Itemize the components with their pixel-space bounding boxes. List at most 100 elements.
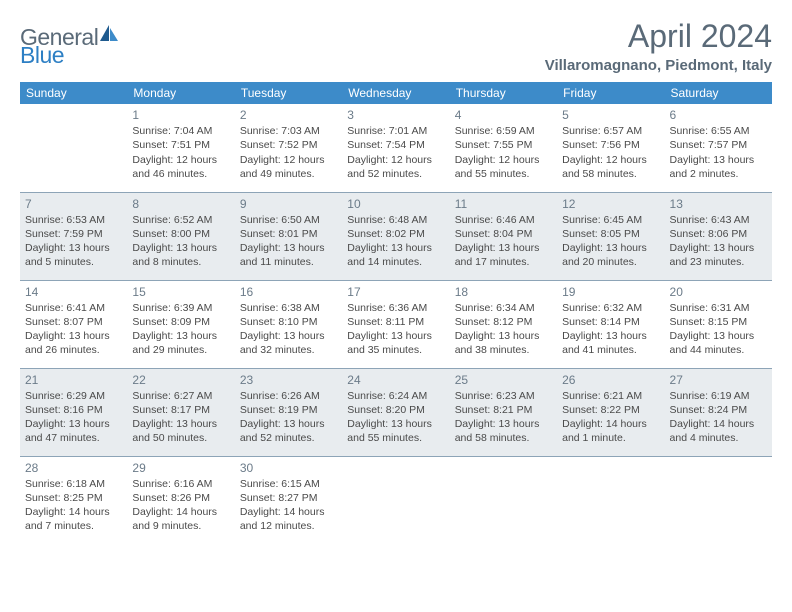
sunrise-line: Sunrise: 6:50 AM: [240, 213, 337, 227]
day-number: 17: [347, 284, 444, 300]
calendar-cell: 5Sunrise: 6:57 AMSunset: 7:56 PMDaylight…: [557, 104, 664, 192]
day-number: 8: [132, 196, 229, 212]
sunset-line: Sunset: 8:17 PM: [132, 403, 229, 417]
weekday-header: Saturday: [665, 82, 772, 104]
sunrise-line: Sunrise: 6:24 AM: [347, 389, 444, 403]
calendar-cell: 1Sunrise: 7:04 AMSunset: 7:51 PMDaylight…: [127, 104, 234, 192]
weekday-header: Friday: [557, 82, 664, 104]
sunrise-line: Sunrise: 6:57 AM: [562, 124, 659, 138]
calendar-row: 7Sunrise: 6:53 AMSunset: 7:59 PMDaylight…: [20, 192, 772, 280]
sunrise-line: Sunrise: 6:38 AM: [240, 301, 337, 315]
month-title: April 2024: [545, 18, 772, 55]
sunset-line: Sunset: 8:11 PM: [347, 315, 444, 329]
weekday-header: Wednesday: [342, 82, 449, 104]
daylight-line: Daylight: 14 hours and 12 minutes.: [240, 505, 337, 533]
daylight-line: Daylight: 13 hours and 14 minutes.: [347, 241, 444, 269]
daylight-line: Daylight: 13 hours and 50 minutes.: [132, 417, 229, 445]
day-number: 28: [25, 460, 122, 476]
calendar-cell: 2Sunrise: 7:03 AMSunset: 7:52 PMDaylight…: [235, 104, 342, 192]
sunrise-line: Sunrise: 6:52 AM: [132, 213, 229, 227]
daylight-line: Daylight: 13 hours and 35 minutes.: [347, 329, 444, 357]
calendar-cell: 3Sunrise: 7:01 AMSunset: 7:54 PMDaylight…: [342, 104, 449, 192]
calendar-row: 14Sunrise: 6:41 AMSunset: 8:07 PMDayligh…: [20, 280, 772, 368]
calendar-cell: 16Sunrise: 6:38 AMSunset: 8:10 PMDayligh…: [235, 280, 342, 368]
daylight-line: Daylight: 13 hours and 38 minutes.: [455, 329, 552, 357]
day-number: 30: [240, 460, 337, 476]
calendar-cell: 26Sunrise: 6:21 AMSunset: 8:22 PMDayligh…: [557, 368, 664, 456]
sunrise-line: Sunrise: 6:48 AM: [347, 213, 444, 227]
sunrise-line: Sunrise: 6:31 AM: [670, 301, 767, 315]
daylight-line: Daylight: 14 hours and 1 minute.: [562, 417, 659, 445]
calendar-cell: 30Sunrise: 6:15 AMSunset: 8:27 PMDayligh…: [235, 456, 342, 544]
daylight-line: Daylight: 12 hours and 55 minutes.: [455, 153, 552, 181]
calendar-cell: 25Sunrise: 6:23 AMSunset: 8:21 PMDayligh…: [450, 368, 557, 456]
sunset-line: Sunset: 8:07 PM: [25, 315, 122, 329]
sunset-line: Sunset: 7:59 PM: [25, 227, 122, 241]
sunrise-line: Sunrise: 6:32 AM: [562, 301, 659, 315]
day-number: 11: [455, 196, 552, 212]
day-number: 1: [132, 107, 229, 123]
sunset-line: Sunset: 8:22 PM: [562, 403, 659, 417]
sunrise-line: Sunrise: 6:55 AM: [670, 124, 767, 138]
sunrise-line: Sunrise: 6:18 AM: [25, 477, 122, 491]
sunset-line: Sunset: 8:25 PM: [25, 491, 122, 505]
sunset-line: Sunset: 8:01 PM: [240, 227, 337, 241]
day-number: 14: [25, 284, 122, 300]
sunset-line: Sunset: 8:14 PM: [562, 315, 659, 329]
calendar-cell-empty: [342, 456, 449, 544]
calendar-cell-empty: [450, 456, 557, 544]
sunset-line: Sunset: 8:15 PM: [670, 315, 767, 329]
calendar-cell: 4Sunrise: 6:59 AMSunset: 7:55 PMDaylight…: [450, 104, 557, 192]
weekday-header: Tuesday: [235, 82, 342, 104]
daylight-line: Daylight: 13 hours and 29 minutes.: [132, 329, 229, 357]
calendar-cell: 23Sunrise: 6:26 AMSunset: 8:19 PMDayligh…: [235, 368, 342, 456]
daylight-line: Daylight: 13 hours and 58 minutes.: [455, 417, 552, 445]
sunrise-line: Sunrise: 7:01 AM: [347, 124, 444, 138]
weekday-header-row: Sunday Monday Tuesday Wednesday Thursday…: [20, 82, 772, 104]
daylight-line: Daylight: 13 hours and 32 minutes.: [240, 329, 337, 357]
calendar-cell-empty: [665, 456, 772, 544]
day-number: 15: [132, 284, 229, 300]
day-number: 24: [347, 372, 444, 388]
daylight-line: Daylight: 13 hours and 5 minutes.: [25, 241, 122, 269]
day-number: 9: [240, 196, 337, 212]
calendar-cell: 24Sunrise: 6:24 AMSunset: 8:20 PMDayligh…: [342, 368, 449, 456]
daylight-line: Daylight: 13 hours and 44 minutes.: [670, 329, 767, 357]
daylight-line: Daylight: 13 hours and 23 minutes.: [670, 241, 767, 269]
weekday-header: Thursday: [450, 82, 557, 104]
daylight-line: Daylight: 13 hours and 26 minutes.: [25, 329, 122, 357]
weekday-header: Sunday: [20, 82, 127, 104]
sunset-line: Sunset: 8:21 PM: [455, 403, 552, 417]
daylight-line: Daylight: 14 hours and 4 minutes.: [670, 417, 767, 445]
day-number: 2: [240, 107, 337, 123]
sunrise-line: Sunrise: 7:03 AM: [240, 124, 337, 138]
day-number: 3: [347, 107, 444, 123]
sunset-line: Sunset: 8:16 PM: [25, 403, 122, 417]
calendar-cell: 15Sunrise: 6:39 AMSunset: 8:09 PMDayligh…: [127, 280, 234, 368]
day-number: 23: [240, 372, 337, 388]
calendar-cell: 6Sunrise: 6:55 AMSunset: 7:57 PMDaylight…: [665, 104, 772, 192]
sunset-line: Sunset: 8:09 PM: [132, 315, 229, 329]
sunset-line: Sunset: 7:56 PM: [562, 138, 659, 152]
sunset-line: Sunset: 7:52 PM: [240, 138, 337, 152]
calendar-cell: 29Sunrise: 6:16 AMSunset: 8:26 PMDayligh…: [127, 456, 234, 544]
day-number: 7: [25, 196, 122, 212]
logo-text-blue: Blue: [20, 42, 64, 68]
sunset-line: Sunset: 7:51 PM: [132, 138, 229, 152]
sunset-line: Sunset: 7:55 PM: [455, 138, 552, 152]
daylight-line: Daylight: 13 hours and 11 minutes.: [240, 241, 337, 269]
sunset-line: Sunset: 8:04 PM: [455, 227, 552, 241]
day-number: 13: [670, 196, 767, 212]
day-number: 4: [455, 107, 552, 123]
daylight-line: Daylight: 13 hours and 52 minutes.: [240, 417, 337, 445]
sunrise-line: Sunrise: 6:27 AM: [132, 389, 229, 403]
sunrise-line: Sunrise: 6:26 AM: [240, 389, 337, 403]
calendar-cell: 28Sunrise: 6:18 AMSunset: 8:25 PMDayligh…: [20, 456, 127, 544]
sunrise-line: Sunrise: 7:04 AM: [132, 124, 229, 138]
sunset-line: Sunset: 8:05 PM: [562, 227, 659, 241]
daylight-line: Daylight: 13 hours and 2 minutes.: [670, 153, 767, 181]
day-number: 27: [670, 372, 767, 388]
calendar-cell: 10Sunrise: 6:48 AMSunset: 8:02 PMDayligh…: [342, 192, 449, 280]
sunset-line: Sunset: 8:24 PM: [670, 403, 767, 417]
daylight-line: Daylight: 13 hours and 20 minutes.: [562, 241, 659, 269]
